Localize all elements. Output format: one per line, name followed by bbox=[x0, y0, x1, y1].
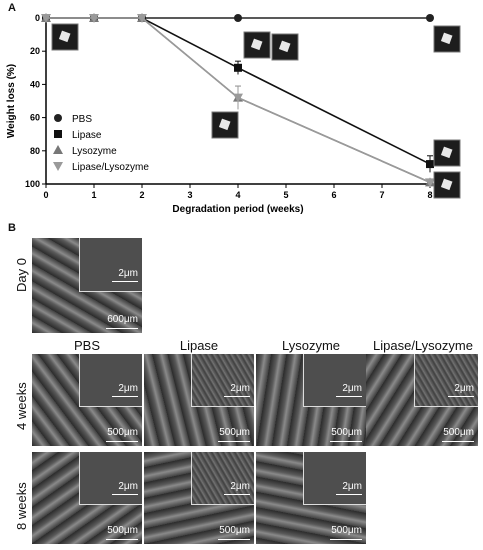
data-point-lipase-lysozyme bbox=[41, 14, 51, 23]
main-scale-bar bbox=[218, 441, 250, 442]
micrograph-lysozyme-8-weeks: 2μm 500μm bbox=[256, 452, 366, 544]
main-scale-bar bbox=[106, 441, 138, 442]
micrograph-day0: 2μm 600μm bbox=[32, 238, 142, 333]
main-scale-bar bbox=[330, 539, 362, 540]
legend-marker-lipase-lysozyme bbox=[53, 162, 63, 171]
legend-label-lipase-lysozyme: Lipase/Lysozyme bbox=[72, 162, 149, 173]
inset-scale-label: 2μm bbox=[118, 481, 138, 492]
scaffold-sample bbox=[58, 30, 71, 43]
legend-marker-pbs bbox=[54, 114, 62, 122]
x-tick-label: 3 bbox=[187, 190, 192, 200]
data-point-lipase-lysozyme bbox=[137, 14, 147, 23]
main-scale-label: 500μm bbox=[107, 427, 138, 438]
scaffold-sample bbox=[440, 32, 453, 45]
main-scale-label: 500μm bbox=[443, 427, 474, 438]
high-magnification-inset bbox=[79, 452, 142, 505]
micrograph-lysozyme-4-weeks: 2μm 500μm bbox=[256, 354, 366, 446]
micrograph-pbs-8-weeks: 2μm 500μm bbox=[32, 452, 142, 544]
micrograph-pbs-4-weeks: 2μm 500μm bbox=[32, 354, 142, 446]
col-label-lipase-lysozyme: Lipase/Lysozyme bbox=[373, 338, 473, 353]
inset-scale-bar bbox=[336, 494, 362, 495]
row-label-4-weeks: 4 weeks bbox=[14, 382, 29, 430]
main-scale-bar bbox=[442, 441, 474, 442]
x-tick-label: 8 bbox=[427, 190, 432, 200]
legend-marker-lysozyme bbox=[53, 145, 63, 154]
inset-scale-label: 2μm bbox=[342, 383, 362, 394]
inset-scale-label: 2μm bbox=[230, 481, 250, 492]
inset-scale-bar bbox=[336, 396, 362, 397]
col-label-lipase: Lipase bbox=[179, 338, 219, 353]
legend-label-pbs: PBS bbox=[72, 114, 92, 125]
panel-a-label: A bbox=[8, 2, 16, 14]
y-tick-label: 100 bbox=[25, 179, 40, 189]
main-scale-bar bbox=[106, 328, 138, 329]
inset-scale-label: 2μm bbox=[454, 383, 474, 394]
scaffold-sample bbox=[218, 118, 231, 131]
row-label-8-weeks: 8 weeks bbox=[14, 482, 29, 530]
x-axis-label: Degradation period (weeks) bbox=[172, 204, 303, 215]
y-tick-label: 0 bbox=[35, 13, 40, 23]
x-tick-label: 1 bbox=[91, 190, 96, 200]
main-scale-label: 500μm bbox=[219, 427, 250, 438]
scaffold-sample bbox=[278, 40, 291, 53]
main-scale-label: 500μm bbox=[107, 525, 138, 536]
inset-scale-label: 2μm bbox=[342, 481, 362, 492]
data-point-lipase-lysozyme bbox=[233, 93, 243, 103]
y-tick-label: 40 bbox=[30, 79, 40, 89]
high-magnification-inset bbox=[414, 354, 478, 407]
main-scale-bar bbox=[218, 539, 250, 540]
main-scale-label: 600μm bbox=[107, 314, 138, 325]
high-magnification-inset bbox=[303, 354, 366, 407]
data-point-lipase-lysozyme bbox=[425, 178, 435, 188]
x-tick-label: 6 bbox=[331, 190, 336, 200]
inset-scale-bar bbox=[224, 494, 250, 495]
y-tick-label: 20 bbox=[30, 46, 40, 56]
row-label-day0: Day 0 bbox=[14, 258, 29, 292]
high-magnification-inset bbox=[191, 452, 254, 505]
x-tick-label: 5 bbox=[283, 190, 288, 200]
data-point-lipase bbox=[426, 160, 434, 169]
main-scale-label: 500μm bbox=[331, 525, 362, 536]
scaffold-sample bbox=[440, 178, 453, 191]
data-point-lipase-lysozyme bbox=[89, 14, 99, 23]
inset-scale-bar bbox=[112, 396, 138, 397]
data-point-pbs bbox=[426, 14, 434, 22]
col-label-pbs: PBS bbox=[73, 338, 100, 353]
high-magnification-inset bbox=[191, 354, 254, 407]
y-tick-label: 60 bbox=[30, 113, 40, 123]
high-magnification-inset bbox=[303, 452, 366, 505]
main-scale-label: 500μm bbox=[219, 525, 250, 536]
micrograph-lipase-4-weeks: 2μm 500μm bbox=[144, 354, 254, 446]
main-scale-bar bbox=[330, 441, 362, 442]
high-magnification-inset bbox=[79, 238, 142, 293]
inset-scale-bar bbox=[224, 396, 250, 397]
inset-scale-label: 2μm bbox=[118, 268, 138, 279]
inset-scale-bar bbox=[112, 494, 138, 495]
micrograph-lipase-8-weeks: 2μm 500μm bbox=[144, 452, 254, 544]
y-tick-label: 80 bbox=[30, 146, 40, 156]
data-point-pbs bbox=[234, 14, 242, 22]
inset-scale-bar bbox=[112, 281, 138, 282]
x-tick-label: 0 bbox=[43, 190, 48, 200]
panel-b-label: B bbox=[8, 222, 16, 234]
legend-label-lysozyme: Lysozyme bbox=[72, 146, 117, 157]
x-tick-label: 7 bbox=[379, 190, 384, 200]
inset-scale-label: 2μm bbox=[230, 383, 250, 394]
legend-marker-lipase bbox=[54, 130, 62, 138]
col-label-lysozyme: Lysozyme bbox=[281, 338, 341, 353]
micrograph-lipase-lysozyme-4-weeks: 2μm 500μm bbox=[366, 354, 478, 446]
inset-scale-label: 2μm bbox=[118, 383, 138, 394]
data-point-lipase bbox=[234, 63, 242, 72]
legend-label-lipase: Lipase bbox=[72, 130, 102, 141]
main-scale-label: 500μm bbox=[331, 427, 362, 438]
y-axis-label: Weight loss (%) bbox=[6, 64, 17, 138]
main-scale-bar bbox=[106, 539, 138, 540]
x-tick-label: 4 bbox=[235, 190, 240, 200]
scaffold-sample bbox=[250, 38, 263, 51]
high-magnification-inset bbox=[79, 354, 142, 407]
x-tick-label: 2 bbox=[139, 190, 144, 200]
scaffold-sample bbox=[440, 146, 453, 159]
inset-scale-bar bbox=[448, 396, 474, 397]
